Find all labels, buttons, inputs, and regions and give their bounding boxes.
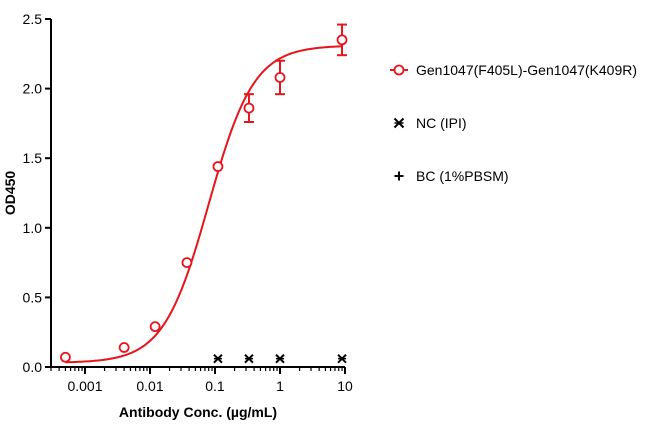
y-axis-ticks: 0.0 0.5 1.0 1.5 2.0 2.5 <box>23 11 51 375</box>
x-tick-label: 0.01 <box>136 378 163 394</box>
data-marks <box>60 23 348 364</box>
marker-circle <box>243 102 255 114</box>
y-tick-label: 1.0 <box>23 220 43 236</box>
data-point <box>181 257 193 269</box>
x-axis-ticks: 0.001 0.01 0.1 1 10 <box>50 367 353 394</box>
data-point <box>212 161 224 172</box>
y-tick-label: 2.5 <box>23 11 43 27</box>
y-tick-label: 2.0 <box>23 81 43 97</box>
data-point <box>149 321 161 333</box>
data-point <box>118 342 130 353</box>
legend-label: Gen1047(F405L)-Gen1047(K409R) <box>416 62 637 78</box>
data-point <box>337 353 347 364</box>
legend-swatch <box>390 64 408 76</box>
legend-label: NC (IPI) <box>416 115 467 131</box>
plot-area: 0.0 0.5 1.0 1.5 2.0 2.5 0.001 0.01 0.1 1 10 <box>23 11 353 394</box>
data-point <box>244 353 254 364</box>
y-tick-label: 0.5 <box>23 289 43 305</box>
x-tick-label: 0.1 <box>205 378 225 394</box>
x-tick-label: 10 <box>337 378 353 394</box>
y-tick-label: 0.0 <box>23 359 43 375</box>
x-tick-label: 0.001 <box>67 378 102 394</box>
data-point <box>60 351 71 363</box>
legend-entry: NC (IPI) <box>393 115 467 131</box>
x-tick-label: 1 <box>276 378 284 394</box>
y-axis-title: OD450 <box>2 171 18 216</box>
marker-circle <box>274 72 286 83</box>
fit-curve <box>65 45 343 364</box>
legend-label: BC (1%PBSM) <box>416 168 509 184</box>
data-point <box>274 59 286 96</box>
marker-circle <box>336 34 348 46</box>
marker-circle <box>181 257 193 269</box>
marker-circle <box>118 342 130 353</box>
marker-circle <box>212 161 224 172</box>
data-point <box>336 23 348 57</box>
data-point <box>243 93 255 124</box>
y-tick-label: 1.5 <box>23 150 43 166</box>
marker-circle <box>149 321 161 333</box>
data-point <box>213 353 223 364</box>
legend-entry: BC (1%PBSM) <box>394 168 509 184</box>
legend: Gen1047(F405L)-Gen1047(K409R) NC (IPI) BC … <box>390 62 637 184</box>
legend-swatch <box>394 171 404 181</box>
marker-circle <box>60 351 71 363</box>
legend-entry: Gen1047(F405L)-Gen1047(K409R) <box>390 62 637 78</box>
x-axis-title: Antibody Conc. (µg/mL) <box>119 404 277 420</box>
legend-swatch <box>393 117 405 129</box>
marker-circle <box>393 64 405 76</box>
data-point <box>275 353 285 364</box>
